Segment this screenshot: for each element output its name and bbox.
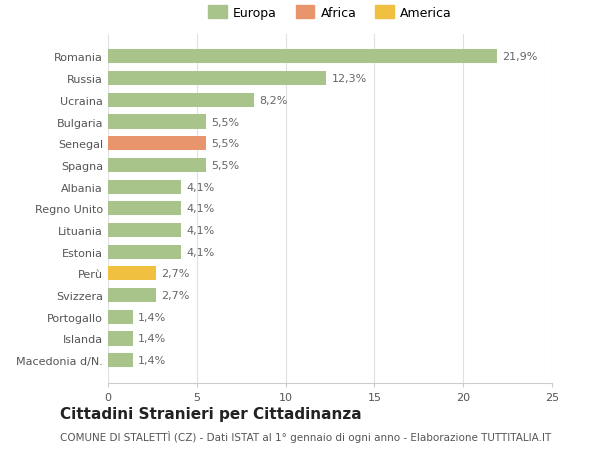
Text: 21,9%: 21,9% [502,52,538,62]
Bar [108,72,326,86]
Bar [108,115,206,129]
Text: 8,2%: 8,2% [259,95,287,106]
Text: COMUNE DI STALETTÌ (CZ) - Dati ISTAT al 1° gennaio di ogni anno - Elaborazione T: COMUNE DI STALETTÌ (CZ) - Dati ISTAT al … [60,431,551,442]
Bar [108,245,181,259]
Text: 4,1%: 4,1% [186,225,214,235]
Text: 1,4%: 1,4% [138,355,166,365]
Text: 1,4%: 1,4% [138,334,166,344]
Bar [108,332,133,346]
Bar [108,267,156,281]
Bar [108,137,206,151]
Bar [108,50,497,64]
Text: 5,5%: 5,5% [211,139,239,149]
Text: 1,4%: 1,4% [138,312,166,322]
Bar [108,310,133,324]
Bar [108,180,181,194]
Text: 4,1%: 4,1% [186,182,214,192]
Text: 4,1%: 4,1% [186,204,214,214]
Text: 4,1%: 4,1% [186,247,214,257]
Bar [108,288,156,302]
Text: 5,5%: 5,5% [211,117,239,127]
Bar [108,158,206,173]
Text: 2,7%: 2,7% [161,291,190,301]
Text: 5,5%: 5,5% [211,161,239,171]
Text: 2,7%: 2,7% [161,269,190,279]
Bar [108,353,133,367]
Bar [108,224,181,237]
Text: Cittadini Stranieri per Cittadinanza: Cittadini Stranieri per Cittadinanza [60,406,362,421]
Bar [108,94,254,108]
Legend: Europa, Africa, America: Europa, Africa, America [203,1,457,25]
Text: 12,3%: 12,3% [332,74,367,84]
Bar [108,202,181,216]
